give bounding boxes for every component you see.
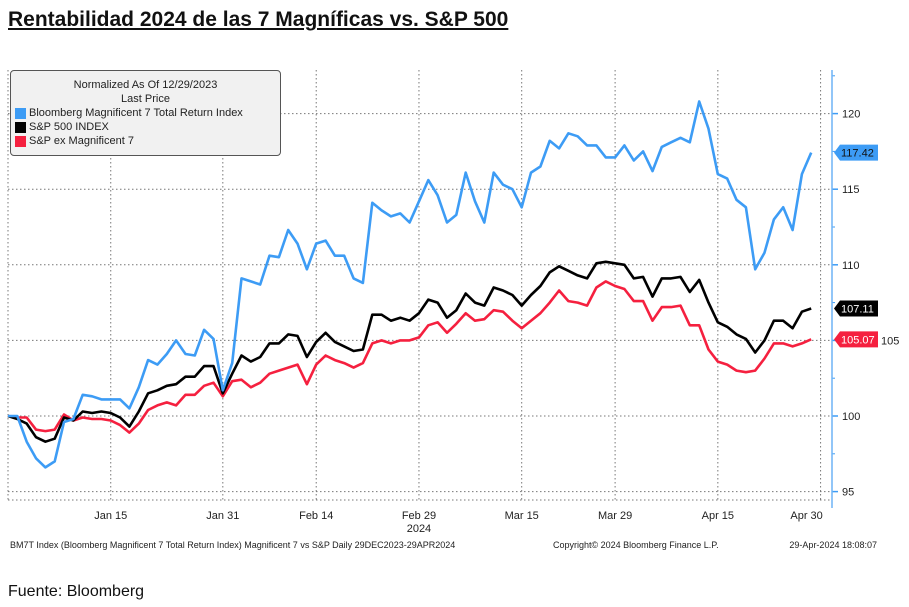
- footer-center: Copyright© 2024 Bloomberg Finance L.P.: [553, 540, 719, 550]
- last-value-tag-bg: [834, 331, 878, 348]
- x-tick-label: Apr 30: [790, 510, 822, 522]
- legend-swatch-mag7: [15, 107, 26, 119]
- last-value-tag-2: 105.07: [834, 331, 878, 348]
- legend: Normalized As Of 12/29/2023 Last Price B…: [10, 70, 281, 156]
- series-line-1: [7, 260, 812, 444]
- x-year-label: 2024: [407, 523, 431, 535]
- x-tick-label: Apr 15: [702, 510, 734, 522]
- legend-label-mag7: Bloomberg Magnificent 7 Total Return Ind…: [29, 107, 243, 119]
- legend-subtitle: Last Price: [121, 93, 170, 105]
- x-tick-label: Mar 15: [505, 510, 539, 522]
- y-tick-label: 100: [842, 411, 860, 423]
- x-tick-label: Feb 14: [299, 510, 333, 522]
- last-value-tag-0: 117.42: [834, 144, 878, 161]
- last-value-tag-1: 107.11: [834, 300, 878, 317]
- last-value-label: 117.42: [841, 148, 874, 160]
- y-tick-label: 95: [842, 487, 854, 499]
- x-tick-label: Jan 31: [206, 510, 239, 522]
- last-value-label: 105.07: [841, 334, 875, 346]
- y-tick-label: 115: [842, 184, 860, 196]
- legend-title: Normalized As Of 12/29/2023: [73, 79, 218, 91]
- y-tick-label: 110: [842, 260, 860, 272]
- y-tick-label: 105: [881, 335, 899, 347]
- legend-item-sp-ex-mag7: S&P ex Magnificent 7: [11, 134, 280, 148]
- legend-swatch-sp-ex-mag7: [15, 135, 26, 147]
- last-value-label: 107.11: [841, 303, 874, 315]
- x-tick-label: Mar 29: [598, 510, 632, 522]
- legend-label-sp500: S&P 500 INDEX: [29, 121, 109, 133]
- last-value-tag-bg: [834, 144, 878, 161]
- series-line-2: [7, 280, 812, 434]
- series-line-0: [8, 100, 813, 469]
- x-tick-label: Jan 15: [94, 510, 127, 522]
- legend-item-sp500: S&P 500 INDEX: [11, 120, 280, 134]
- legend-swatch-sp500: [15, 121, 26, 133]
- last-value-tag-bg: [834, 300, 878, 317]
- source-note: Fuente: Bloomberg: [8, 583, 145, 600]
- y-tick-label: 120: [842, 109, 860, 121]
- x-tick-label: Feb 29: [402, 510, 436, 522]
- chart-title: Rentabilidad 2024 de las 7 Magníficas vs…: [8, 8, 509, 31]
- legend-label-sp-ex-mag7: S&P ex Magnificent 7: [29, 135, 134, 147]
- footer-right: 29-Apr-2024 18:08:07: [789, 540, 877, 550]
- legend-item-mag7: Bloomberg Magnificent 7 Total Return Ind…: [11, 106, 280, 120]
- footer-left: BM7T Index (Bloomberg Magnificent 7 Tota…: [10, 540, 455, 550]
